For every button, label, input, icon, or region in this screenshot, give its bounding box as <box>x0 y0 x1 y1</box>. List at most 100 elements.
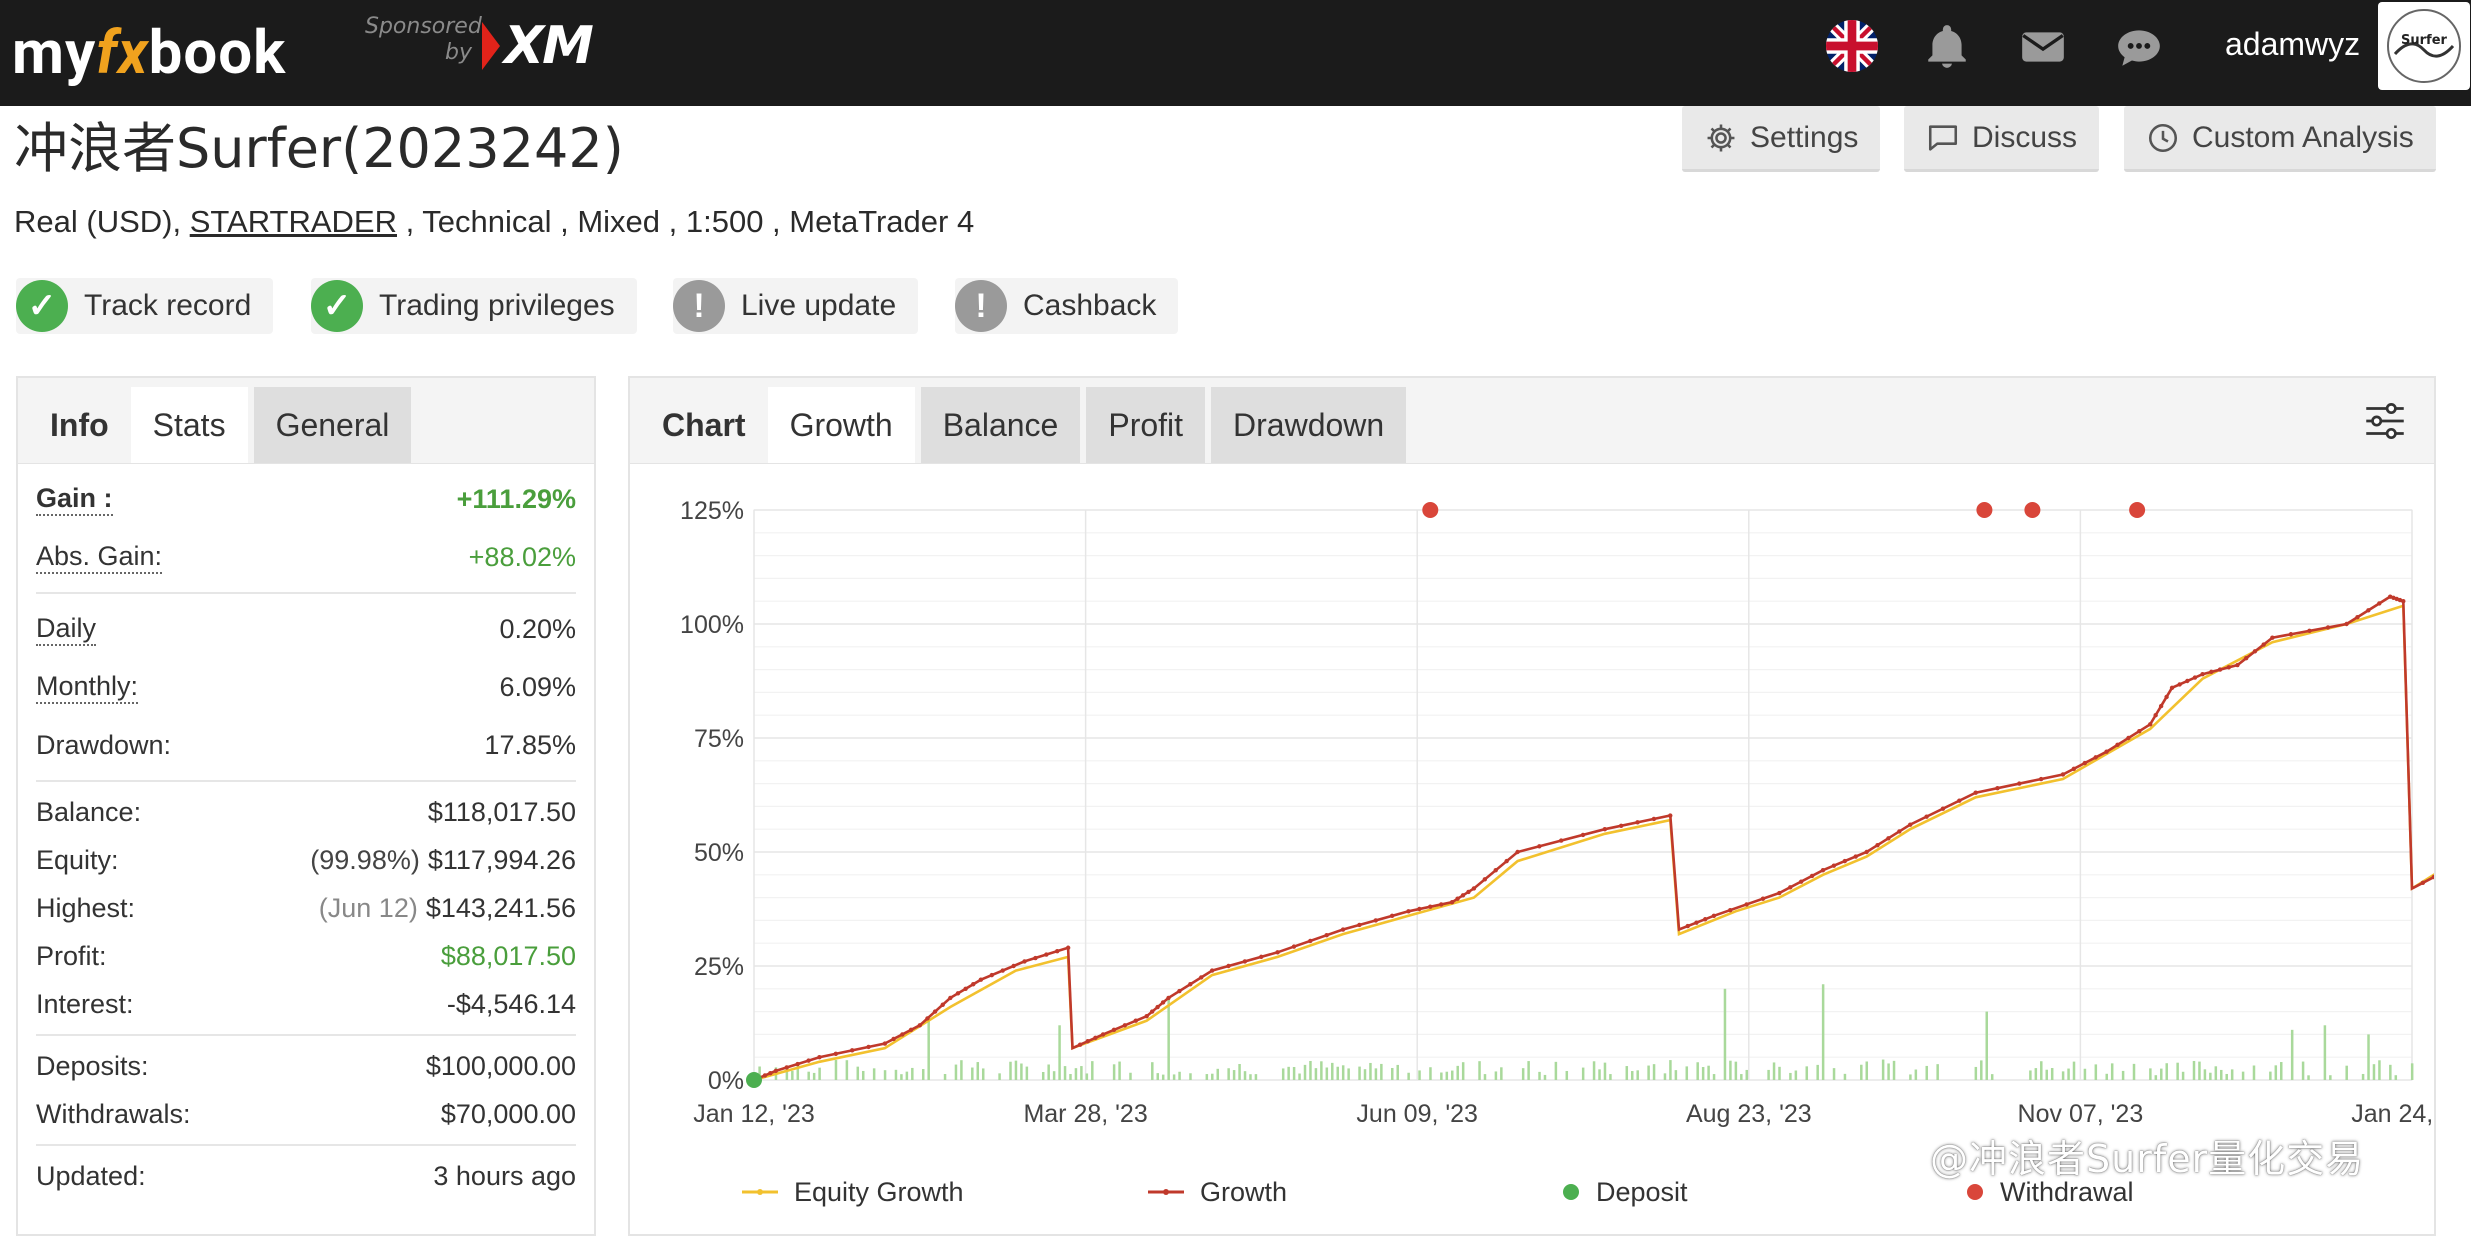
growth-point <box>971 982 976 987</box>
volume-bar <box>1331 1062 1334 1080</box>
chat-icon[interactable] <box>2114 22 2164 72</box>
volume-bar <box>1341 1065 1345 1080</box>
volume-bar <box>894 1069 898 1080</box>
settings-button[interactable]: Settings <box>1682 106 1881 172</box>
comment-icon <box>1928 124 1958 151</box>
growth-point <box>1651 816 1657 822</box>
growth-point <box>891 1036 896 1042</box>
growth-point <box>1668 813 1673 818</box>
gain-label[interactable]: Gain : <box>36 483 113 516</box>
volume-bar <box>1281 1068 1285 1080</box>
volume-bar <box>1363 1069 1367 1080</box>
bell-icon[interactable] <box>1922 22 1972 72</box>
growth-point <box>1111 1027 1117 1033</box>
tab-profit[interactable]: Profit <box>1086 387 1206 463</box>
broker-link[interactable]: STARTRADER <box>189 204 397 239</box>
tab-chart[interactable]: Chart <box>662 406 746 443</box>
volume-bar <box>1609 1074 1612 1080</box>
growth-point <box>1842 858 1847 864</box>
legend-equity-growth[interactable]: Equity Growth <box>740 1172 964 1212</box>
volume-bar <box>1058 1025 1061 1080</box>
volume-bar <box>1347 1068 1350 1080</box>
xm-sponsor-logo[interactable]: XM <box>482 16 594 76</box>
volume-bar <box>1227 1068 1230 1080</box>
daily-label[interactable]: Daily <box>36 613 97 646</box>
volume-bar <box>1909 1074 1912 1080</box>
growth-point <box>1357 922 1362 928</box>
withdrawal-marker <box>2024 502 2041 518</box>
growth-point <box>2200 671 2205 677</box>
volume-bar <box>2061 1071 2065 1080</box>
volume-bar <box>1483 1074 1487 1080</box>
volume-bar <box>971 1067 974 1080</box>
volume-bar <box>1521 1068 1525 1080</box>
check-icon: ✓ <box>311 280 363 332</box>
growth-point <box>2169 685 2175 691</box>
myfxbook-logo[interactable]: my fx book <box>12 4 286 100</box>
tab-stats[interactable]: Stats <box>130 387 248 463</box>
volume-bar <box>2225 1073 2228 1080</box>
growth-point <box>2209 669 2214 675</box>
growth-point <box>2060 772 2066 777</box>
stat-row-deposits: Deposits: $100,000.00 <box>36 1042 576 1090</box>
page-title: 冲浪者Surfer(2023242) <box>14 117 624 180</box>
badge-live-update[interactable]: ! Live update <box>673 278 919 334</box>
growth-point <box>1957 798 1962 803</box>
growth-point <box>2148 722 2153 727</box>
growth-point <box>2235 662 2240 668</box>
monthly-label[interactable]: Monthly: <box>36 671 139 704</box>
volume-bar <box>1074 1068 1078 1080</box>
discuss-button[interactable]: Discuss <box>1904 106 2100 172</box>
legend-deposit[interactable]: Deposit <box>1560 1172 1688 1212</box>
volume-bar <box>2209 1072 2212 1080</box>
volume-bar <box>1232 1070 1236 1080</box>
volume-bar <box>758 1066 761 1080</box>
growth-point <box>2082 760 2087 766</box>
tab-general[interactable]: General <box>253 387 412 463</box>
growth-point <box>1259 954 1264 960</box>
volume-bar <box>796 1064 800 1080</box>
volume-bar <box>1052 1071 1056 1080</box>
volume-bar <box>1014 1060 1018 1080</box>
legend-growth[interactable]: Growth <box>1146 1172 1287 1212</box>
badge-track-record[interactable]: ✓ Track record <box>16 278 274 334</box>
badge-trading-privileges[interactable]: ✓ Trading privileges <box>311 278 637 334</box>
username-link[interactable]: adamwyz <box>2225 26 2361 62</box>
badge-cashback[interactable]: ! Cashback <box>955 278 1179 334</box>
avatar[interactable]: Surfer <box>2378 2 2470 90</box>
deposits-value: $100,000.00 <box>425 1050 576 1081</box>
stat-row-monthly: Monthly: 6.09% <box>36 658 576 716</box>
growth-chart[interactable]: Jan 12, '23 Mar 28, '23 Jun 09, '23 Aug 23,… <box>630 468 2434 1238</box>
custom-analysis-button[interactable]: Custom Analysis <box>2124 106 2436 172</box>
growth-point <box>1022 959 1027 964</box>
abs-gain-label[interactable]: Abs. Gain: <box>36 541 163 574</box>
highest-date: (Jun 12) <box>318 892 418 923</box>
legend-label: Growth <box>1200 1176 1288 1207</box>
growth-point <box>1602 827 1608 832</box>
growth-point <box>1831 863 1837 868</box>
volume-bar <box>1429 1067 1432 1080</box>
y-tick-label: 25% <box>694 953 744 981</box>
tab-drawdown[interactable]: Drawdown <box>1211 387 1407 463</box>
uk-flag-icon[interactable] <box>1826 20 1878 72</box>
badge-label: Cashback <box>1023 289 1157 322</box>
volume-bar <box>872 1068 876 1080</box>
legend-withdrawal[interactable]: Withdrawal <box>1964 1172 2134 1212</box>
growth-point <box>948 995 953 1001</box>
stat-row-interest: Interest: -$4,546.14 <box>36 980 576 1028</box>
volume-bar <box>900 1074 903 1080</box>
mail-icon[interactable] <box>2018 22 2068 72</box>
x-tick-label: Jun 09, '23 <box>1356 1100 1478 1128</box>
deposit-legend-marker <box>1563 1184 1579 1200</box>
growth-point <box>2153 713 2158 718</box>
tab-growth[interactable]: Growth <box>767 387 915 463</box>
chart-settings-sliders-icon[interactable] <box>2360 396 2410 446</box>
growth-point <box>932 1009 938 1014</box>
balance-label: Balance: <box>36 796 142 827</box>
profit-value: $88,017.50 <box>440 940 576 971</box>
volume-bar <box>1990 1074 1994 1080</box>
volume-bar <box>1309 1060 1312 1080</box>
tab-info[interactable]: Info <box>50 406 109 443</box>
highest-value-group: (Jun 12) $143,241.56 <box>319 893 576 924</box>
tab-balance[interactable]: Balance <box>920 387 1081 463</box>
